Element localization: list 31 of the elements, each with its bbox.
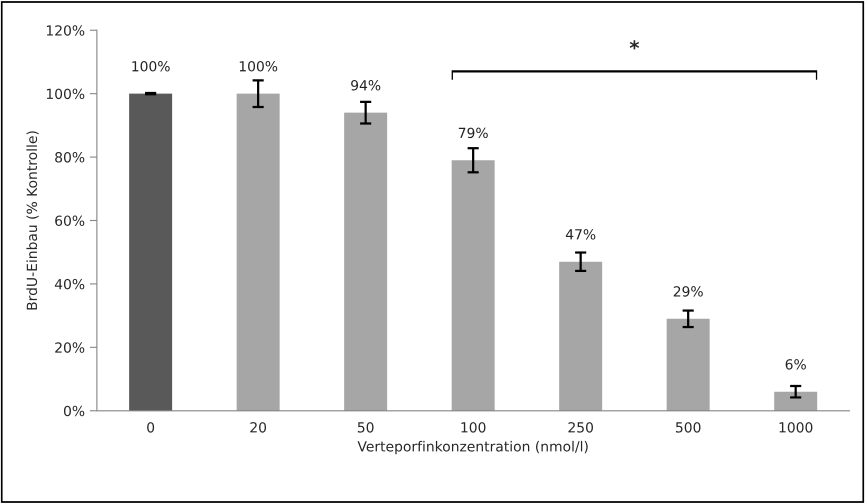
bar	[129, 94, 172, 411]
bar	[666, 318, 710, 411]
y-tick-label: 0%	[64, 406, 84, 416]
bar	[344, 112, 388, 411]
y-tick-label: 120%	[46, 25, 84, 36]
data-label: 100%	[240, 61, 278, 72]
y-tick-label: 100%	[46, 88, 84, 100]
x-tick-label: 250	[568, 422, 593, 433]
y-tick-label: 20%	[55, 342, 84, 353]
x-tick-label: 0	[147, 422, 154, 433]
bar	[774, 392, 818, 411]
x-axis-title: Verteporfinkonzentration (nmol/l)	[358, 440, 588, 454]
y-tick-label: 40%	[54, 278, 84, 290]
annotation: *	[630, 40, 640, 50]
data-label: 79%	[458, 128, 488, 138]
y-tick-label: 60%	[55, 215, 84, 226]
data-label: 29%	[674, 286, 703, 297]
x-tick-label: 100	[461, 422, 486, 433]
x-tick-label: 500	[676, 422, 700, 433]
data-label: 94%	[351, 80, 380, 91]
bar	[452, 160, 495, 411]
data-label: 47%	[566, 229, 596, 240]
x-tick-label: 50	[358, 422, 374, 433]
bar	[559, 262, 602, 411]
x-tick-label: 1000	[780, 422, 812, 433]
y-tick-label: 80%	[55, 152, 84, 163]
y-axis-title: BrdU-Einbau (% Kontrolle)	[26, 131, 39, 310]
data-label: 100%	[132, 61, 170, 72]
bar	[236, 94, 280, 411]
data-label: 6%	[786, 359, 806, 370]
x-tick-label: 20	[250, 422, 266, 433]
